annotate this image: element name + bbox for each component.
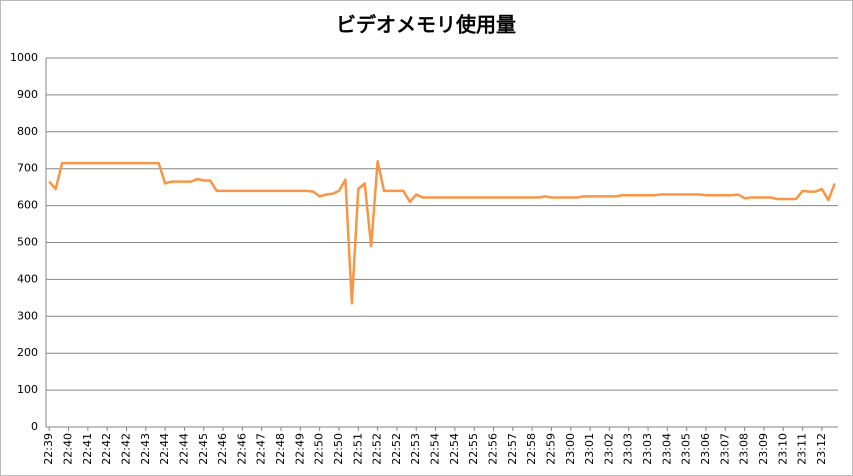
x-tick-label: 22:50 (332, 433, 345, 465)
x-tick-label: 23:00 (564, 433, 577, 465)
x-tick-label: 22:45 (197, 433, 210, 465)
x-tick-label: 22:46 (216, 433, 229, 465)
y-tick-label: 800 (17, 125, 38, 138)
x-tick-label: 22:59 (544, 433, 557, 465)
x-tick-label: 23:01 (583, 433, 596, 465)
x-tick-label: 22:46 (235, 433, 248, 465)
x-tick-label: 22:44 (177, 433, 190, 465)
y-tick-label: 900 (17, 88, 38, 101)
x-tick-label: 22:42 (119, 433, 132, 465)
y-tick-label: 0 (31, 420, 38, 433)
x-tick-label: 22:54 (429, 433, 442, 465)
x-tick-label: 22:47 (255, 433, 268, 465)
y-tick-label: 600 (17, 199, 38, 212)
x-tick-label: 22:44 (158, 433, 171, 465)
x-tick-label: 22:42 (100, 433, 113, 465)
x-tick-label: 22:58 (525, 433, 538, 465)
x-tick-label: 23:06 (699, 433, 712, 465)
x-tick-label: 22:52 (390, 433, 403, 465)
data-line (48, 160, 836, 305)
x-tick-label: 22:51 (351, 433, 364, 465)
x-tick-label: 23:03 (641, 433, 654, 465)
y-tick-label: 400 (17, 272, 38, 285)
x-tick-label: 22:53 (409, 433, 422, 465)
x-tick-label: 23:12 (815, 433, 828, 465)
x-tick-label: 23:05 (680, 433, 693, 465)
x-tick-label: 23:11 (796, 433, 809, 465)
x-tick-label: 23:03 (622, 433, 635, 465)
y-tick-label: 700 (17, 162, 38, 175)
chart-title: ビデオメモリ使用量 (336, 13, 516, 37)
y-tick-label: 1000 (10, 51, 38, 64)
x-tick-label: 22:55 (467, 433, 480, 465)
x-tick-label: 23:10 (776, 433, 789, 465)
x-tick-label: 22:57 (506, 433, 519, 465)
x-tick-label: 23:09 (757, 433, 770, 465)
x-tick-label: 23:08 (738, 433, 751, 465)
x-tick-label: 22:54 (448, 433, 461, 465)
x-tick-label: 22:43 (139, 433, 152, 465)
x-tick-label: 23:07 (718, 433, 731, 465)
y-tick-label: 200 (17, 346, 38, 359)
x-tick-label: 22:41 (81, 433, 94, 465)
x-tick-label: 22:49 (293, 433, 306, 465)
x-tick-label: 22:50 (313, 433, 326, 465)
x-tick-label: 22:56 (487, 433, 500, 465)
x-tick-label: 22:52 (371, 433, 384, 465)
x-tick-label: 23:02 (602, 433, 615, 465)
x-tick-label: 22:48 (274, 433, 287, 465)
x-tick-label: 22:39 (42, 433, 55, 465)
y-tick-label: 100 (17, 383, 38, 396)
x-tick-label: 23:04 (660, 433, 673, 465)
x-tick-label: 22:40 (62, 433, 75, 465)
y-tick-label: 500 (17, 236, 38, 249)
y-tick-label: 300 (17, 309, 38, 322)
